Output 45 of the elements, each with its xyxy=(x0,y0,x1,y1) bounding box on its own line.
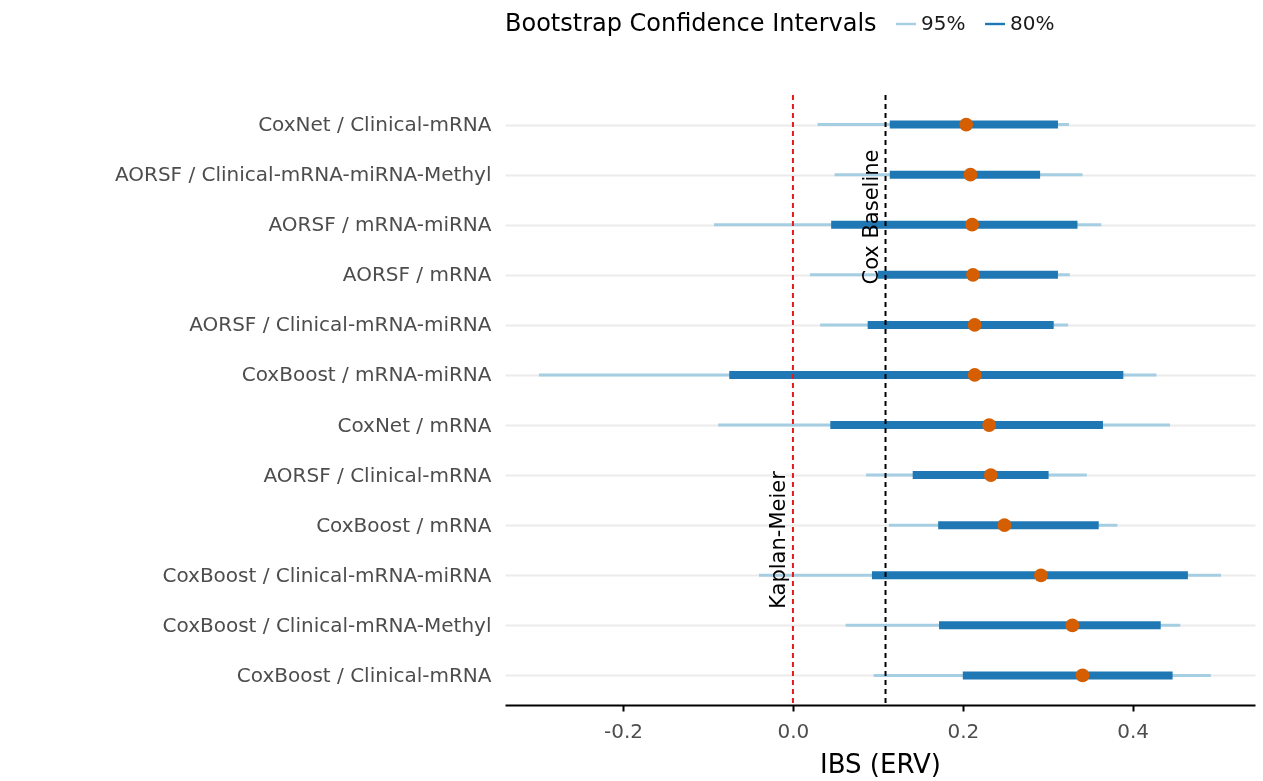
bar xyxy=(889,170,1041,179)
bar xyxy=(871,571,1188,580)
y-tick-label: CoxBoost / Clinical-mRNA xyxy=(236,662,492,687)
point xyxy=(959,117,974,132)
y-tick-label: CoxNet / Clinical-mRNA xyxy=(258,112,492,137)
x-axis-title: IBS (ERV) xyxy=(820,748,941,779)
ref-line-label: Kaplan-Meier xyxy=(765,470,790,609)
point xyxy=(967,368,982,382)
legend-label: 80% xyxy=(1010,11,1055,35)
point xyxy=(1075,668,1090,683)
y-tick-label: CoxBoost / mRNA-miRNA xyxy=(241,362,492,387)
point xyxy=(1034,568,1048,583)
point xyxy=(997,518,1012,533)
x-tick-label: 0.2 xyxy=(947,718,980,743)
legend-title: Bootstrap Confidence Intervals xyxy=(505,9,877,37)
y-tick-label: CoxBoost / mRNA xyxy=(316,512,492,537)
y-tick-label: AORSF / mRNA-miRNA xyxy=(268,212,492,237)
bar xyxy=(912,471,1049,480)
bar xyxy=(962,671,1173,680)
y-tick-label: AORSF / Clinical-mRNA-miRNA-Methyl xyxy=(114,162,492,187)
point xyxy=(967,318,982,332)
x-tick-label: 0.4 xyxy=(1117,718,1150,743)
bar xyxy=(830,421,1103,430)
legend-label: 95% xyxy=(921,11,966,35)
y-tick-label: AORSF / Clinical-mRNA-miRNA xyxy=(189,312,492,337)
bar xyxy=(729,370,1124,379)
x-tick-label: 0.0 xyxy=(777,718,810,743)
y-tick-label: AORSF / Clinical-mRNA xyxy=(263,462,492,487)
ref-line-label: Cox Baseline xyxy=(858,149,883,285)
bar xyxy=(877,270,1058,279)
point xyxy=(983,468,998,482)
bar xyxy=(939,621,1161,630)
y-tick-label: AORSF / mRNA xyxy=(342,262,492,287)
point xyxy=(1065,618,1080,633)
y-tick-label: CoxNet / mRNA xyxy=(337,412,492,437)
point xyxy=(982,418,997,432)
point xyxy=(963,167,978,182)
point xyxy=(965,217,980,232)
point xyxy=(966,267,980,282)
bar xyxy=(938,521,1099,530)
bar xyxy=(889,120,1058,129)
y-tick-label: CoxBoost / Clinical-mRNA-Methyl xyxy=(162,612,492,637)
x-tick-label: -0.2 xyxy=(604,718,644,743)
y-tick-label: CoxBoost / Clinical-mRNA-miRNA xyxy=(162,562,492,587)
bar xyxy=(867,320,1054,329)
